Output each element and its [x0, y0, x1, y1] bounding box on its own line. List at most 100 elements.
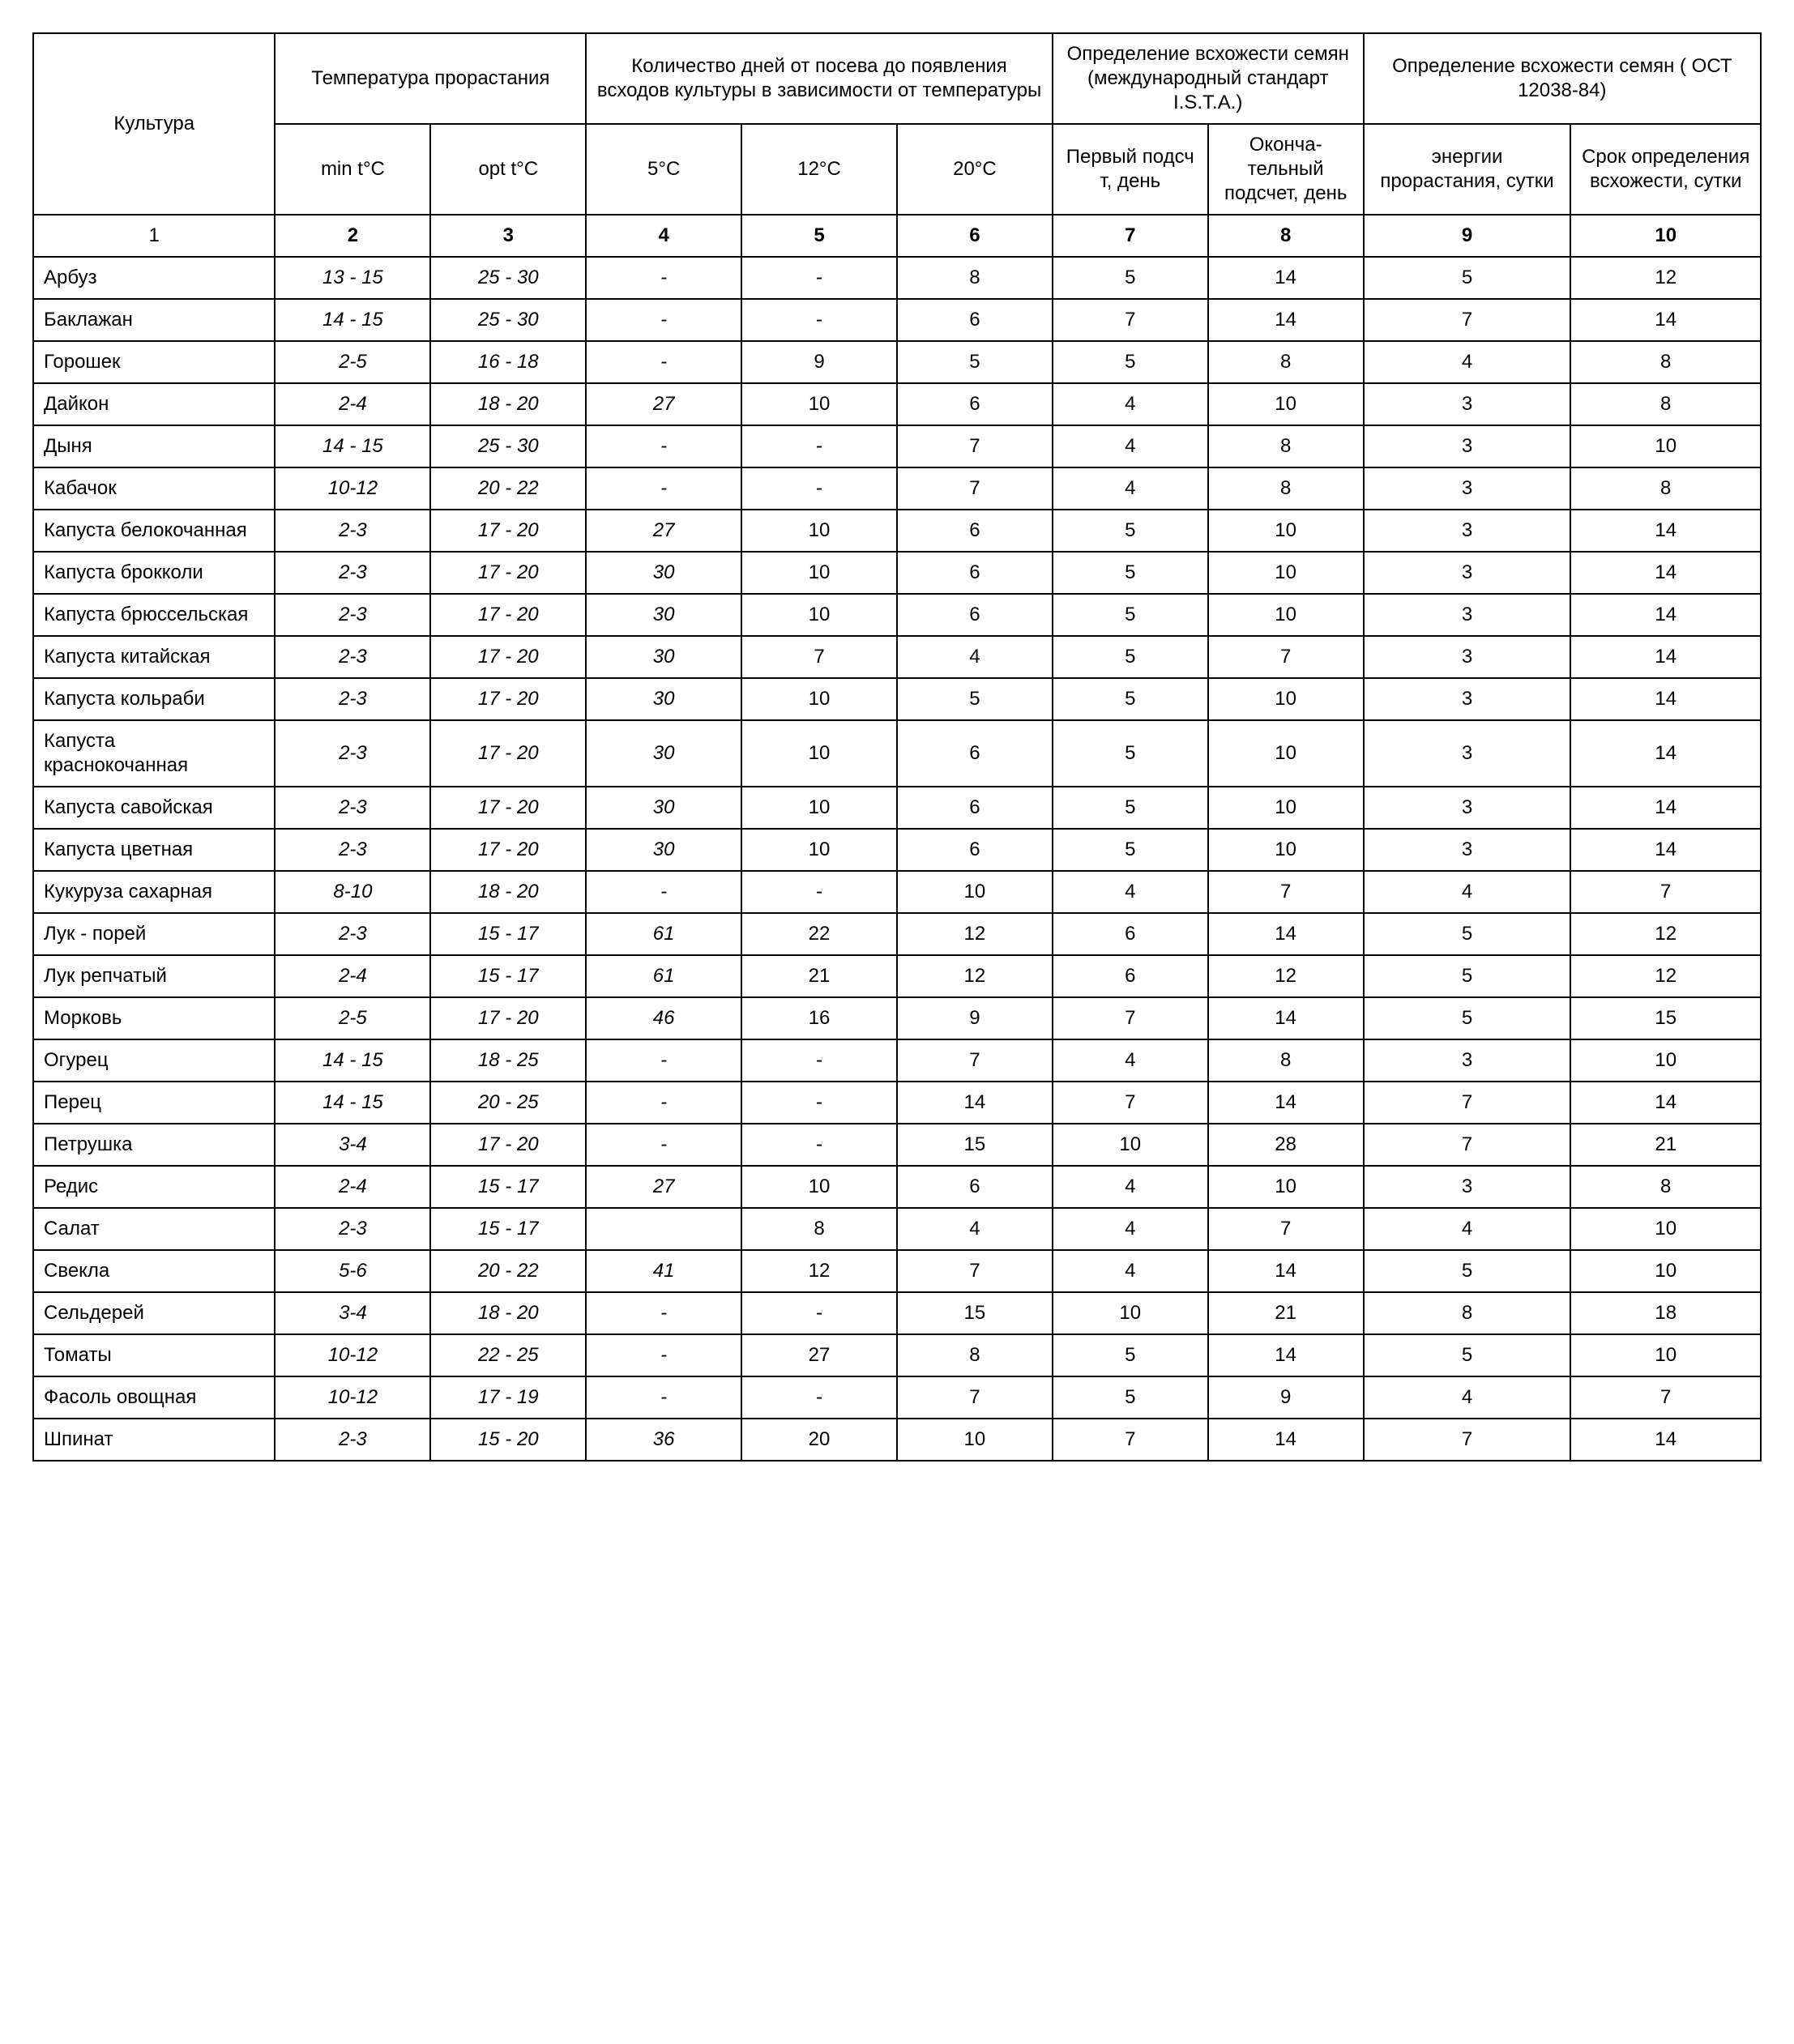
cell-min-t: 14 - 15	[275, 299, 430, 341]
cell-days-20c: 7	[897, 1039, 1053, 1082]
cell-first-count: 4	[1053, 1166, 1208, 1208]
table-row: Кабачок10-1220 - 22--74838	[33, 467, 1761, 510]
cell-opt-t: 22 - 25	[430, 1334, 586, 1376]
cell-days-20c: 6	[897, 552, 1053, 594]
cell-min-t: 2-4	[275, 955, 430, 997]
table-row: Капуста брюссельская2-317 - 203010651031…	[33, 594, 1761, 636]
cell-culture: Огурец	[33, 1039, 275, 1082]
cell-days-5c: 36	[586, 1419, 741, 1461]
cell-opt-t: 25 - 30	[430, 257, 586, 299]
cell-term: 8	[1570, 341, 1761, 383]
cell-days-5c: -	[586, 1039, 741, 1082]
cell-first-count: 5	[1053, 341, 1208, 383]
cell-energy: 3	[1364, 552, 1571, 594]
cell-opt-t: 17 - 20	[430, 552, 586, 594]
cell-term: 12	[1570, 955, 1761, 997]
cell-min-t: 10-12	[275, 1334, 430, 1376]
header-group-days: Количество дней от посева до появления в…	[586, 33, 1053, 124]
header-first-count: Первый подсч т, день	[1053, 124, 1208, 215]
cell-culture: Капуста цветная	[33, 829, 275, 871]
cell-min-t: 10-12	[275, 467, 430, 510]
table-row: Капуста брокколи2-317 - 2030106510314	[33, 552, 1761, 594]
cell-days-5c: -	[586, 341, 741, 383]
cell-energy: 7	[1364, 1419, 1571, 1461]
cell-opt-t: 18 - 20	[430, 871, 586, 913]
cell-term: 14	[1570, 720, 1761, 787]
header-opt-t: opt t°C	[430, 124, 586, 215]
cell-days-12c: 9	[741, 341, 897, 383]
cell-final-count: 10	[1208, 1166, 1364, 1208]
cell-days-5c: -	[586, 425, 741, 467]
cell-energy: 4	[1364, 1376, 1571, 1419]
cell-term: 14	[1570, 829, 1761, 871]
cell-days-12c: 10	[741, 829, 897, 871]
cell-final-count: 14	[1208, 299, 1364, 341]
cell-days-12c: 27	[741, 1334, 897, 1376]
cell-min-t: 2-4	[275, 1166, 430, 1208]
cell-term: 10	[1570, 425, 1761, 467]
cell-final-count: 14	[1208, 257, 1364, 299]
cell-final-count: 14	[1208, 1082, 1364, 1124]
cell-final-count: 10	[1208, 383, 1364, 425]
cell-opt-t: 17 - 20	[430, 997, 586, 1039]
cell-energy: 4	[1364, 1208, 1571, 1250]
cell-culture: Арбуз	[33, 257, 275, 299]
cell-final-count: 8	[1208, 341, 1364, 383]
cell-first-count: 5	[1053, 1376, 1208, 1419]
cell-min-t: 2-3	[275, 552, 430, 594]
cell-final-count: 10	[1208, 787, 1364, 829]
cell-culture: Кабачок	[33, 467, 275, 510]
cell-days-20c: 6	[897, 510, 1053, 552]
cell-final-count: 8	[1208, 1039, 1364, 1082]
cell-min-t: 2-3	[275, 720, 430, 787]
cell-days-20c: 6	[897, 383, 1053, 425]
cell-energy: 7	[1364, 299, 1571, 341]
cell-days-5c: 61	[586, 913, 741, 955]
cell-days-12c: 20	[741, 1419, 897, 1461]
cell-min-t: 8-10	[275, 871, 430, 913]
cell-energy: 3	[1364, 594, 1571, 636]
cell-opt-t: 17 - 20	[430, 720, 586, 787]
cell-days-12c: -	[741, 257, 897, 299]
cell-opt-t: 15 - 20	[430, 1419, 586, 1461]
cell-first-count: 4	[1053, 1250, 1208, 1292]
cell-term: 8	[1570, 1166, 1761, 1208]
cell-opt-t: 25 - 30	[430, 299, 586, 341]
cell-term: 14	[1570, 510, 1761, 552]
cell-min-t: 14 - 15	[275, 1082, 430, 1124]
cell-min-t: 5-6	[275, 1250, 430, 1292]
cell-opt-t: 17 - 20	[430, 678, 586, 720]
cell-final-count: 7	[1208, 636, 1364, 678]
cell-term: 15	[1570, 997, 1761, 1039]
cell-days-12c: -	[741, 1292, 897, 1334]
column-number-row: 12345678910	[33, 215, 1761, 257]
cell-days-20c: 7	[897, 467, 1053, 510]
cell-final-count: 14	[1208, 997, 1364, 1039]
cell-final-count: 8	[1208, 425, 1364, 467]
cell-energy: 3	[1364, 720, 1571, 787]
cell-opt-t: 17 - 19	[430, 1376, 586, 1419]
cell-culture: Капуста кольраби	[33, 678, 275, 720]
table-row: Баклажан14 - 1525 - 30--6714714	[33, 299, 1761, 341]
cell-culture: Капуста брюссельская	[33, 594, 275, 636]
table-row: Перец14 - 1520 - 25--14714714	[33, 1082, 1761, 1124]
cell-days-5c: -	[586, 1334, 741, 1376]
cell-culture: Горошек	[33, 341, 275, 383]
header-term: Срок определения всхожести, сутки	[1570, 124, 1761, 215]
cell-first-count: 4	[1053, 1039, 1208, 1082]
cell-days-12c: 21	[741, 955, 897, 997]
cell-culture: Дайкон	[33, 383, 275, 425]
cell-final-count: 7	[1208, 1208, 1364, 1250]
cell-days-12c: -	[741, 1124, 897, 1166]
column-number: 10	[1570, 215, 1761, 257]
cell-opt-t: 16 - 18	[430, 341, 586, 383]
column-number: 4	[586, 215, 741, 257]
cell-min-t: 14 - 15	[275, 425, 430, 467]
cell-days-5c: -	[586, 299, 741, 341]
column-number: 8	[1208, 215, 1364, 257]
cell-days-5c: 30	[586, 720, 741, 787]
table-row: Салат2-315 - 178447410	[33, 1208, 1761, 1250]
cell-first-count: 5	[1053, 787, 1208, 829]
column-number: 1	[33, 215, 275, 257]
cell-culture: Капуста савойская	[33, 787, 275, 829]
